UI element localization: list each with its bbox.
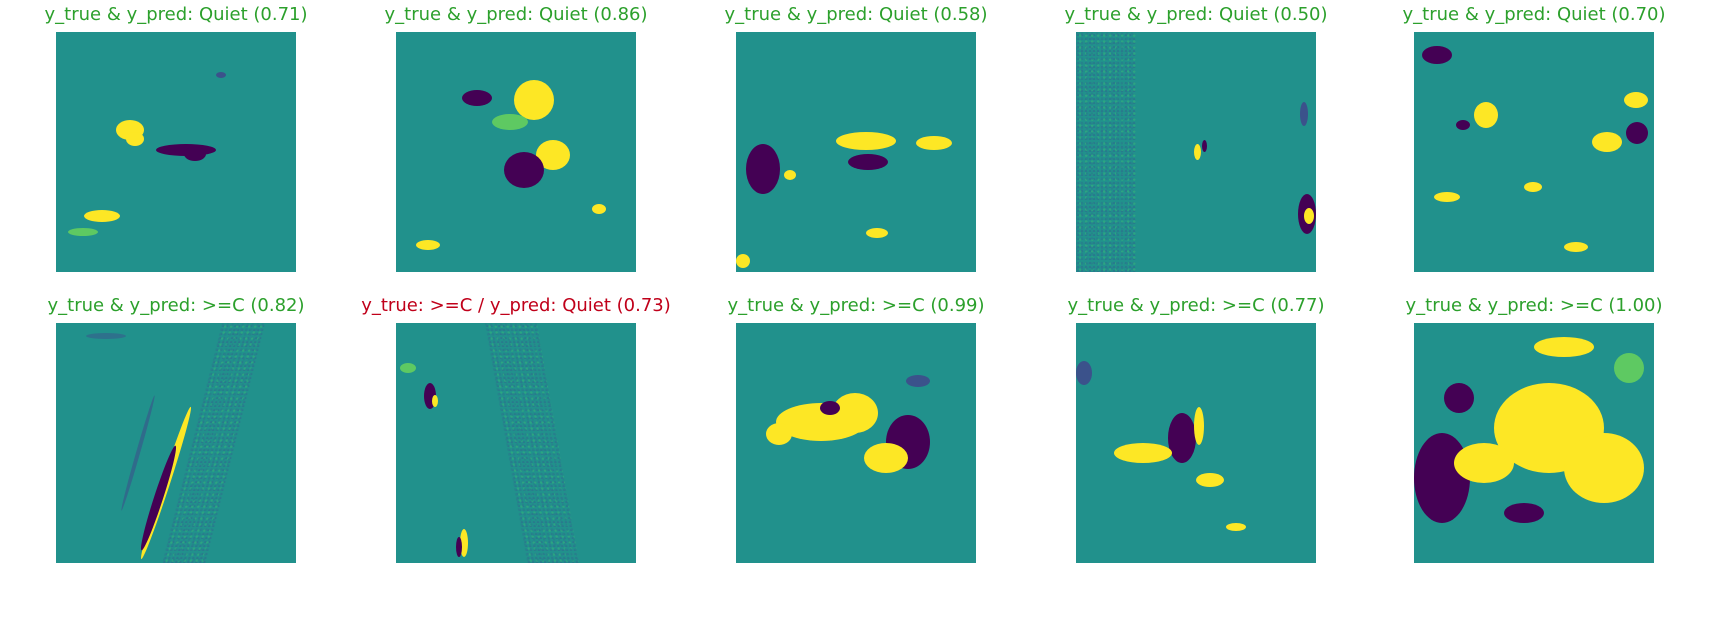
panel-7: y_true: >=C / y_pred: Quiet (0.73)	[340, 291, 692, 587]
panel-title: y_true & y_pred: >=C (0.82)	[47, 295, 305, 316]
panel-2: y_true & y_pred: Quiet (0.86)	[340, 0, 692, 296]
panel-title: y_true & y_pred: Quiet (0.58)	[724, 4, 988, 25]
panel-title: y_true & y_pred: Quiet (0.50)	[1064, 4, 1328, 25]
magnetogram-image	[1414, 323, 1654, 563]
panel-title: y_true & y_pred: >=C (0.99)	[727, 295, 985, 316]
panel-5: y_true & y_pred: Quiet (0.70)	[1358, 0, 1710, 296]
panel-title: y_true: >=C / y_pred: Quiet (0.73)	[361, 295, 671, 316]
panel-title: y_true & y_pred: Quiet (0.71)	[44, 4, 308, 25]
panel-10: y_true & y_pred: >=C (1.00)	[1358, 291, 1710, 587]
panel-8: y_true & y_pred: >=C (0.99)	[680, 291, 1032, 587]
panel-title: y_true & y_pred: >=C (0.77)	[1067, 295, 1325, 316]
magnetogram-image	[736, 323, 976, 563]
magnetogram-image	[56, 32, 296, 272]
panel-1: y_true & y_pred: Quiet (0.71)	[0, 0, 352, 296]
magnetogram-image	[396, 323, 636, 563]
magnetogram-image	[736, 32, 976, 272]
panel-title: y_true & y_pred: Quiet (0.70)	[1402, 4, 1666, 25]
magnetogram-image	[1414, 32, 1654, 272]
magnetogram-image	[56, 323, 296, 563]
panel-title: y_true & y_pred: >=C (1.00)	[1405, 295, 1663, 316]
panel-3: y_true & y_pred: Quiet (0.58)	[680, 0, 1032, 296]
magnetogram-image	[396, 32, 636, 272]
panel-title: y_true & y_pred: Quiet (0.86)	[384, 4, 648, 25]
magnetogram-image	[1076, 32, 1316, 272]
magnetogram-image	[1076, 323, 1316, 563]
panel-9: y_true & y_pred: >=C (0.77)	[1020, 291, 1372, 587]
panel-4: y_true & y_pred: Quiet (0.50)	[1020, 0, 1372, 296]
panel-6: y_true & y_pred: >=C (0.82)	[0, 291, 352, 587]
